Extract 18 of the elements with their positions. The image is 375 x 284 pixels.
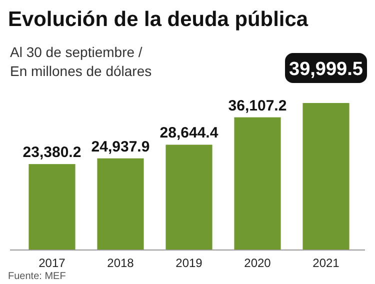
x-tick-label: 2020 xyxy=(244,256,272,270)
chart-title: Evolución de la deuda pública xyxy=(8,8,310,31)
bar xyxy=(28,164,76,250)
x-tick-label: 2019 xyxy=(176,256,203,270)
data-label: 23,380.2 xyxy=(22,144,82,162)
chart-subtitle: Al 30 de septiembre / En millones de dólares xyxy=(10,44,152,79)
data-label: 36,107.2 xyxy=(228,97,287,114)
data-label: 24,937.9 xyxy=(91,138,150,156)
bar xyxy=(302,103,350,250)
bar xyxy=(97,158,144,250)
x-tick-label: 2021 xyxy=(312,256,340,270)
bar xyxy=(166,144,212,250)
source-note: Fuente: MEF xyxy=(8,271,66,282)
data-label: 28,644.4 xyxy=(160,124,219,142)
x-tick-label: 2017 xyxy=(38,256,66,270)
x-tick-label: 2018 xyxy=(107,256,134,270)
data-label: 39,999.5 xyxy=(289,59,364,80)
bar xyxy=(234,117,281,250)
